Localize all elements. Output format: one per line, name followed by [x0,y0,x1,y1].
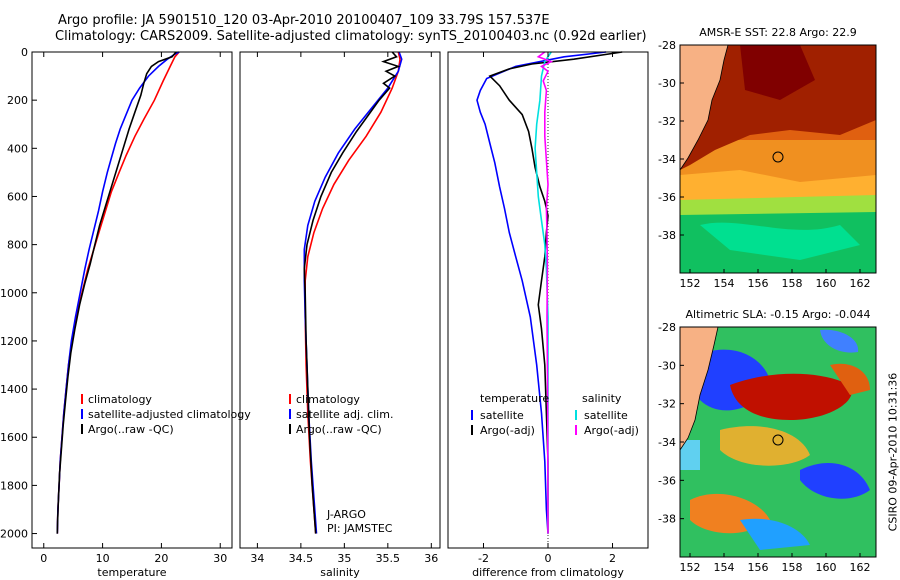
temperature-series-line-0 [56,51,180,534]
sla-y-tick-label: -28 [658,321,676,334]
sla-y-tick-label: -30 [658,359,676,372]
sst-y-tick-label: -28 [658,39,676,52]
sla-x-tick-label: 154 [714,561,735,574]
temperature-legend-label: climatology [88,393,152,406]
temperature-x-axis-label: temperature [97,566,166,579]
temperature-legend-label: satellite-adjusted climatology [88,408,251,421]
temperature-series-line-2 [56,51,177,534]
sla-y-tick-label: -32 [658,398,676,411]
legend-header-salinity: salinity [582,392,622,405]
sst-x-tick-label: 154 [714,277,735,290]
legend-header-temperature: temperature [480,392,549,405]
sst-x-tick-label: 156 [748,277,769,290]
sst-y-tick-label: -32 [658,115,676,128]
salinity-series-line-0 [304,51,401,534]
sst-x-tick-label: 152 [680,277,701,290]
sst-map-title: AMSR-E SST: 22.8 Argo: 22.9 [699,26,857,39]
difference-legend-label: Argo(-adj) [584,424,639,437]
temperature-series-line-1 [56,51,180,534]
temperature-panel: 0 10 20 30 0 200 400 600 800 1000 1200 1400 1600 1800… [0,46,251,579]
sst-x-tick-label: 160 [816,277,837,290]
salinity-annotation: J-ARGO [326,508,366,521]
temperature-y-tick-label: 1200 [0,335,28,348]
salinity-x-tick-label: 35 [337,552,351,565]
sla-y-tick-label: -34 [658,436,676,449]
salinity-x-tick-label: 35.5 [376,552,401,565]
sst-coastline [680,45,729,171]
temperature-y-tick-label: 2000 [0,528,28,541]
temperature-y-tick-label: 1400 [0,383,28,396]
temperature-legend-label: Argo(..raw -QC) [88,423,174,436]
salinity-x-tick-label: 36 [424,552,438,565]
salinity-series-line-2 [303,51,401,534]
sst-y-tick-label: -30 [658,77,676,90]
sst-map [680,45,876,273]
temperature-y-tick-label: 400 [7,142,28,155]
temperature-x-tick-label: 10 [96,552,110,565]
sla-x-tick-label: 152 [680,561,701,574]
temperature-x-tick-label: 20 [154,552,168,565]
chart-title-line1: Argo profile: JA 5901510_120 03-Apr-2010… [58,13,550,28]
salinity-series-line-1 [303,51,403,534]
salinity-x-tick-label: 34 [250,552,264,565]
sla-x-tick-label: 158 [782,561,803,574]
sla-y-tick-label: -38 [658,513,676,526]
sla-coastline [680,327,719,451]
temperature-y-tick-label: 0 [21,46,28,59]
sla-x-tick-label: 160 [816,561,837,574]
sst-argo-location-marker [772,151,784,163]
temperature-x-tick-label: 0 [40,552,47,565]
sst-y-tick-label: -38 [658,229,676,242]
difference-series-line-1 [488,51,623,534]
salinity-panel: 34 34.5 35 35.5 36 salinity climatology satelli… [239,51,441,579]
sla-y-tick-label: -36 [658,474,676,487]
temperature-axes-frame [31,51,233,549]
temperature-y-tick-label: 1000 [0,287,28,300]
difference-x-tick-label: 0 [545,552,552,565]
difference-legend-label: Argo(-adj) [480,424,535,437]
difference-series-line-3 [536,51,554,534]
chart-title-line2: Climatology: CARS2009. Satellite-adjuste… [55,29,647,44]
salinity-x-tick-label: 34.5 [289,552,314,565]
salinity-x-axis-label: salinity [320,566,360,579]
sla-map-title: Altimetric SLA: -0.15 Argo: -0.044 [686,308,871,321]
temperature-x-tick-label: 30 [213,552,227,565]
sst-x-tick-label: 162 [850,277,871,290]
salinity-axes-frame [239,51,441,549]
difference-x-axis-label: difference from climatology [472,566,624,579]
salinity-legend-label: satellite adj. clim. [296,408,393,421]
difference-series-line-2 [534,51,552,534]
temperature-y-tick-label: 600 [7,190,28,203]
temperature-y-tick-label: 1600 [0,431,28,444]
difference-legend-label: satellite [584,409,628,422]
temperature-y-tick-label: 200 [7,94,28,107]
sla-map [680,327,876,557]
sla-x-tick-label: 156 [748,561,769,574]
salinity-legend-label: climatology [296,393,360,406]
sst-y-tick-label: -34 [658,153,676,166]
sla-argo-location-marker [772,434,784,446]
csiro-timestamp-label: CSIRO 09-Apr-2010 10:31:36 [886,372,900,532]
difference-series-line-0 [476,51,607,534]
difference-x-tick-label: 2 [609,552,616,565]
sst-x-tick-label: 158 [782,277,803,290]
salinity-annotation: PI: JAMSTEC [327,522,393,535]
sst-y-tick-label: -36 [658,191,676,204]
temperature-y-tick-label: 800 [7,239,28,252]
difference-x-tick-label: -2 [478,552,489,565]
sla-x-tick-label: 162 [850,561,871,574]
salinity-legend-label: Argo(..raw -QC) [296,423,382,436]
difference-legend-label: satellite [480,409,524,422]
temperature-y-tick-label: 1800 [0,479,28,492]
